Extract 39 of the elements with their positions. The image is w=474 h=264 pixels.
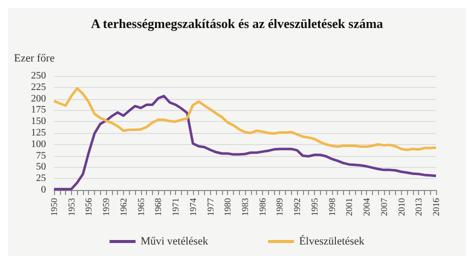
x-tick-label: 1971	[170, 198, 181, 216]
x-tick-label: 1998	[326, 198, 337, 216]
x-tick-label: 1992	[292, 198, 302, 216]
x-tick-label: 2016	[431, 198, 441, 216]
legend-label: Művi vetélések	[140, 236, 209, 248]
x-tick-label: 1974	[188, 198, 198, 216]
x-tick-label: 1980	[222, 198, 233, 216]
x-tick-label: 2004	[362, 198, 372, 216]
chart-title: A terhességmegszakítások és az élveszületések száma	[90, 16, 384, 31]
y-tick-label: 25	[36, 173, 46, 184]
x-tick-label: 1965	[136, 198, 146, 216]
y-tick-label: 75	[36, 150, 46, 162]
x-tick-label: 2010	[396, 198, 406, 216]
y-tick-label: 250	[31, 70, 46, 82]
x-tick-label: 1977	[205, 198, 216, 216]
y-tick-label: 50	[36, 162, 46, 173]
y-tick-label: 150	[31, 116, 46, 128]
x-tick-label: 2013	[414, 198, 424, 216]
y-tick-label: 0	[41, 184, 46, 196]
x-tick-label: 1986	[257, 198, 268, 216]
line-series	[52, 87, 438, 152]
x-tick-label: 1995	[309, 198, 320, 216]
x-tick-label: 1950	[49, 198, 59, 216]
x-tick-label: 1983	[240, 198, 250, 216]
x-tick-label: 1959	[101, 198, 112, 216]
x-tick-label: 1956	[84, 198, 94, 216]
x-tick-label: 1953	[66, 198, 76, 216]
y-tick-label: 200	[31, 93, 46, 104]
x-tick-label: 1989	[274, 198, 285, 216]
x-tick-label: 2001	[344, 198, 354, 216]
y-tick-label: 100	[31, 138, 46, 150]
x-tick-label: 1968	[153, 198, 164, 216]
y-tick-label: 225	[31, 82, 46, 93]
y-tick-label: 175	[31, 104, 46, 116]
y-tick-label: 125	[31, 128, 46, 138]
y-axis-title: Ezer főre	[14, 52, 55, 64]
legend-label: Élveszületések	[299, 234, 365, 248]
x-tick-label: 2007	[378, 198, 389, 216]
x-tick-label: 1962	[118, 198, 128, 216]
